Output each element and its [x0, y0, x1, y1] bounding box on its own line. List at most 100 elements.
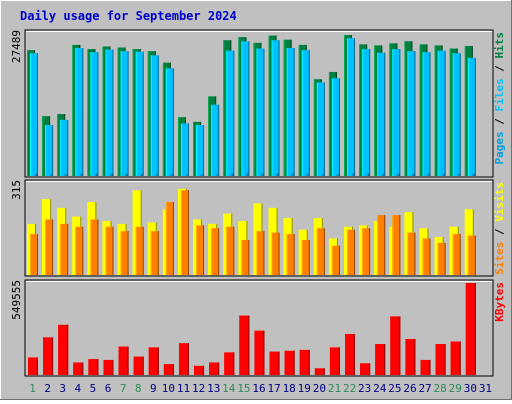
day-label: 20	[313, 382, 326, 395]
sites-bar	[256, 231, 265, 275]
sites-bar	[301, 239, 310, 275]
day-label: 26	[403, 382, 416, 395]
ymax-label-1: 27489	[10, 30, 23, 63]
ylabel-separator: /	[493, 59, 506, 79]
kbytes-bar	[58, 324, 69, 375]
day-label: 24	[373, 382, 387, 395]
kbytes-bar	[133, 356, 144, 375]
sites-bar	[60, 223, 69, 275]
files-bar	[165, 68, 174, 176]
kbytes-bar	[28, 357, 38, 375]
files-bar	[407, 51, 416, 177]
files-bar	[256, 48, 265, 176]
pages-bar	[153, 174, 158, 176]
files-bar	[467, 57, 476, 176]
files-bar	[211, 104, 220, 176]
kbytes-bar	[299, 349, 310, 375]
day-label: 25	[388, 382, 401, 395]
pages-bar	[123, 174, 128, 176]
sites-bar	[286, 234, 295, 275]
kbytes-bar	[73, 362, 84, 375]
pages-bar	[259, 173, 264, 176]
ymax-label-2: 315	[10, 180, 23, 200]
files-bar	[226, 50, 235, 176]
day-label: 2	[44, 382, 51, 395]
pages-bar	[33, 174, 37, 176]
sites-bar	[105, 226, 114, 275]
day-label: 29	[449, 382, 462, 395]
kbytes-bar	[375, 344, 386, 375]
pages-bar	[48, 174, 53, 176]
sites-bar	[196, 225, 205, 275]
files-bar	[60, 119, 69, 176]
day-label: 9	[150, 382, 157, 395]
day-label: 18	[283, 382, 296, 395]
kbytes-bar	[209, 362, 220, 375]
day-label: 4	[75, 382, 82, 395]
sites-bar	[392, 215, 401, 275]
ylabel-separator: /	[493, 222, 506, 242]
day-label: 23	[358, 382, 371, 395]
sites-bar	[45, 219, 54, 275]
sites-bar	[150, 231, 159, 275]
kbytes-bar	[465, 283, 476, 375]
day-label: 6	[105, 382, 112, 395]
kbytes-bar	[420, 359, 431, 375]
pages-bar	[183, 174, 188, 176]
files-bar	[45, 125, 54, 176]
sites-bar	[75, 226, 84, 275]
files-bar	[120, 51, 129, 177]
day-label: 22	[343, 382, 356, 395]
ylabel-part: Pages	[493, 131, 506, 164]
files-bar	[362, 49, 371, 176]
day-label: 14	[222, 382, 236, 395]
sites-bar	[362, 228, 371, 275]
ylabel-part: Sites	[493, 242, 506, 275]
kbytes-bar	[345, 333, 356, 375]
pages-bar	[334, 174, 339, 176]
ymax-label-3: 549555	[10, 280, 23, 320]
pages-bar	[470, 174, 475, 176]
files-bar	[377, 52, 386, 176]
sites-bar	[90, 219, 99, 275]
files-bar	[271, 40, 280, 176]
day-label: 19	[298, 382, 311, 395]
day-label: 27	[418, 382, 431, 395]
day-label: 5	[90, 382, 97, 395]
ylabel-part: Files	[493, 78, 506, 111]
kbytes-bar	[435, 344, 446, 375]
kbytes-bar	[329, 347, 340, 375]
kbytes-bar	[269, 351, 280, 375]
files-bar	[392, 49, 401, 176]
kbytes-bar	[405, 339, 416, 375]
ylabel-part: Visits	[493, 182, 506, 222]
kbytes-bar	[148, 347, 159, 375]
sites-bar	[331, 245, 340, 275]
sites-bar	[437, 242, 446, 275]
kbytes-bar	[43, 337, 54, 375]
ylabel-2: Sites / Visits	[493, 182, 506, 275]
day-label: 31	[479, 382, 492, 395]
pages-bar	[93, 174, 98, 176]
files-bar	[105, 49, 114, 177]
files-bar	[150, 55, 159, 177]
kbytes-bar	[239, 315, 250, 375]
pages-bar	[455, 174, 460, 176]
sites-bar	[165, 201, 174, 275]
sites-bar	[120, 231, 129, 275]
pages-bar	[440, 174, 445, 176]
pages-bar	[289, 173, 294, 176]
sites-bar	[452, 234, 461, 275]
files-bar	[316, 82, 325, 176]
kbytes-bar	[224, 352, 235, 375]
day-label: 17	[267, 382, 280, 395]
day-label: 30	[464, 382, 477, 395]
pages-bar	[78, 174, 83, 176]
day-label: 7	[120, 382, 127, 395]
kbytes-bar	[88, 359, 99, 375]
files-bar	[301, 50, 310, 176]
files-bar	[241, 41, 250, 176]
kbytes-bar	[360, 363, 371, 375]
day-label: 10	[162, 382, 175, 395]
